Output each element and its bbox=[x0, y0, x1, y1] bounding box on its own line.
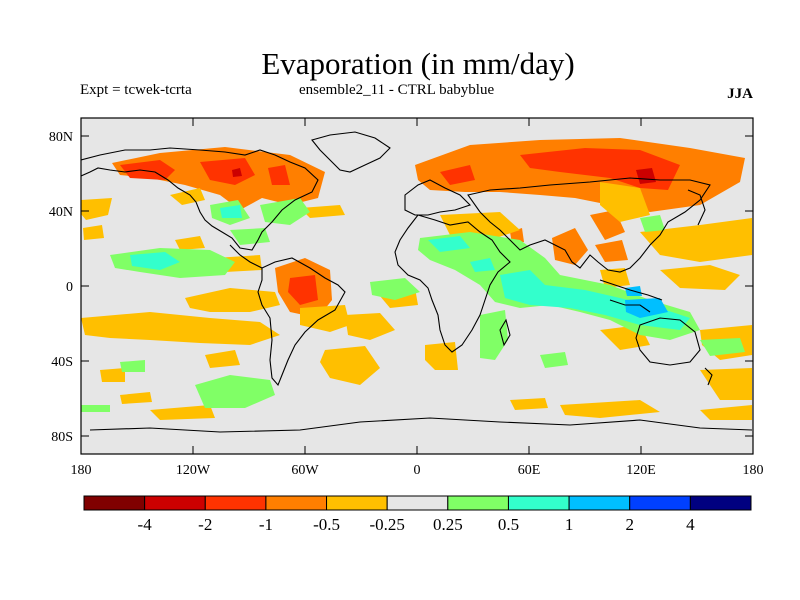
experiment-label: Expt = tcwek-tcrta bbox=[80, 82, 192, 98]
coastlines bbox=[81, 131, 753, 433]
colorbar-label: -1 bbox=[259, 515, 273, 534]
lon-tick-label: 60E bbox=[518, 463, 541, 478]
map-field bbox=[81, 118, 753, 454]
ensemble-label: ensemble2_11 - CTRL babyblue bbox=[299, 82, 495, 98]
colorbar-label: -0.5 bbox=[313, 515, 340, 534]
colorbar-box bbox=[629, 495, 691, 511]
colorbar-box bbox=[326, 495, 388, 511]
lat-tick-label: 80S bbox=[51, 430, 73, 445]
colorbar-box bbox=[447, 495, 509, 511]
colorbar: -4 -2 -1 -0.5 -0.25 0.25 0.5 1 2 4 bbox=[83, 495, 752, 534]
colorbar-box bbox=[568, 495, 631, 511]
lon-tick-label: 0 bbox=[414, 463, 421, 478]
colorbar-box bbox=[83, 495, 146, 511]
colorbar-box bbox=[386, 495, 449, 511]
colorbar-label: -4 bbox=[138, 515, 153, 534]
map-title: Evaporation (in mm/day) bbox=[261, 46, 575, 81]
lon-axis: 180 120W 60W 0 60E 120E 180 bbox=[71, 118, 764, 478]
colorbar-box bbox=[204, 495, 267, 511]
lon-tick-label: 120W bbox=[176, 463, 211, 478]
season-label: JJA bbox=[727, 86, 753, 102]
colorbar-box bbox=[507, 495, 570, 511]
lat-tick-label: 0 bbox=[66, 280, 73, 295]
colorbar-labels: -4 -2 -1 -0.5 -0.25 0.25 0.5 1 2 4 bbox=[138, 515, 696, 534]
colorbar-box bbox=[265, 495, 328, 511]
colorbar-label: -2 bbox=[198, 515, 212, 534]
colorbar-box bbox=[144, 495, 206, 511]
lon-tick-label: 180 bbox=[71, 463, 92, 478]
lon-tick-label: 60W bbox=[291, 463, 319, 478]
lon-tick-label: 120E bbox=[626, 463, 656, 478]
colorbar-label: -0.25 bbox=[369, 515, 404, 534]
colorbar-label: 0.25 bbox=[433, 515, 463, 534]
colorbar-box bbox=[689, 495, 752, 511]
colorbar-label: 4 bbox=[686, 515, 695, 534]
colorbar-label: 1 bbox=[565, 515, 574, 534]
colorbar-label: 2 bbox=[625, 515, 634, 534]
lat-axis: 80N 40N 0 40S 80S bbox=[49, 130, 753, 445]
lat-tick-label: 40N bbox=[49, 205, 73, 220]
lat-tick-label: 80N bbox=[49, 130, 73, 145]
lon-tick-label: 180 bbox=[743, 463, 764, 478]
decrease-regions-darkred bbox=[232, 168, 656, 184]
lat-tick-label: 40S bbox=[51, 355, 73, 370]
colorbar-boxes bbox=[83, 495, 752, 511]
colorbar-label: 0.5 bbox=[498, 515, 519, 534]
